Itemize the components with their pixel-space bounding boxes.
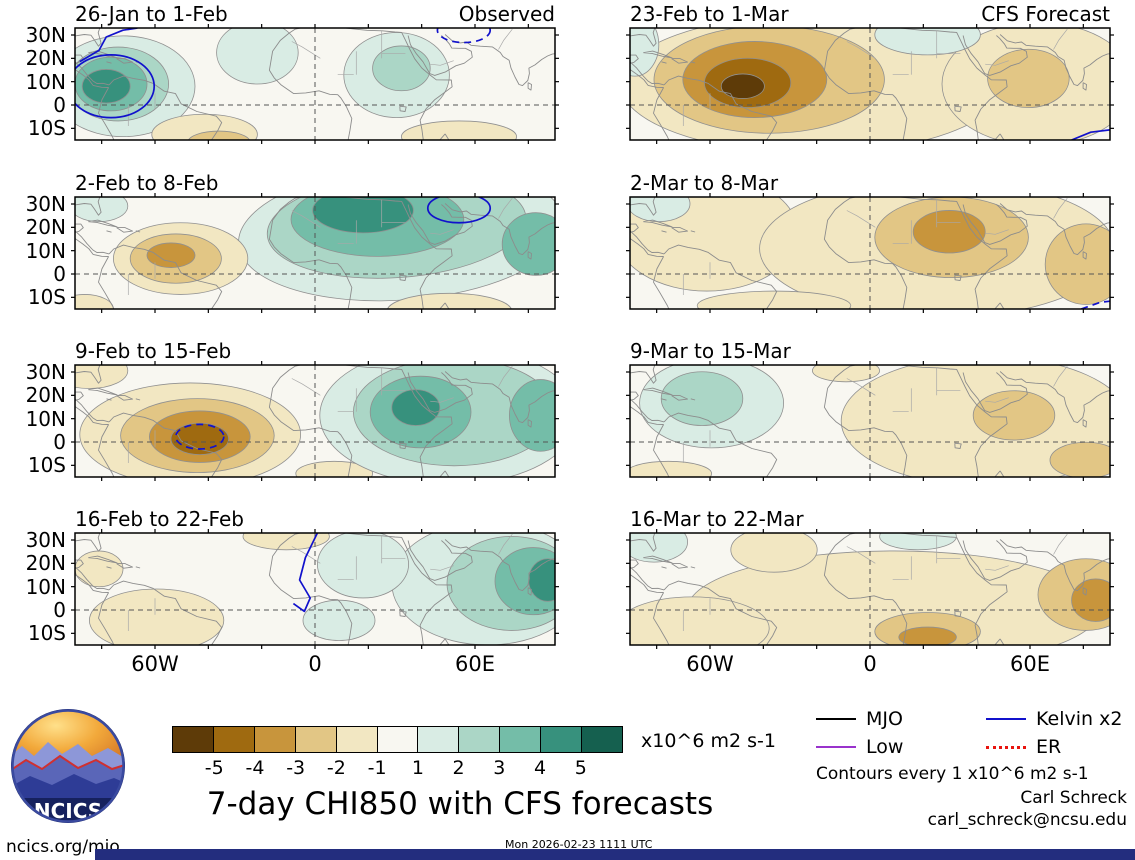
low-line-icon: [816, 746, 856, 748]
lon-tick-label: 0: [863, 652, 877, 676]
panel-title: 9-Feb to 15-Feb: [75, 339, 232, 363]
column-header: Observed: [458, 2, 555, 26]
figure-title: 7-day CHI850 with CFS forecasts: [206, 786, 714, 822]
logo-text: NCICS: [34, 799, 102, 823]
colorbar-cell: [417, 727, 459, 752]
panel-title: 2-Feb to 8-Feb: [75, 171, 219, 195]
column-header: CFS Forecast: [981, 2, 1110, 26]
lat-tick-label: 10N: [25, 238, 66, 263]
legend-item-kelvin: Kelvin x2: [986, 708, 1122, 730]
colorbar-unit-label: x10^6 m2 s-1: [641, 730, 776, 752]
lat-tick-label: 0: [53, 598, 66, 622]
colorbar-tick-label: -4: [245, 757, 265, 779]
lon-tick-label: 0: [308, 652, 322, 676]
map-panel: [71, 193, 559, 313]
colorbar-tick-label: -1: [367, 757, 387, 779]
kelvin-line-icon: [986, 718, 1026, 720]
colorbar-tick-label: -5: [204, 757, 224, 779]
colorbar-tick-label: 4: [533, 757, 547, 779]
colorbar-cell: [581, 727, 622, 752]
ncics-logo-icon: NCICS: [11, 709, 125, 823]
map-panel: [626, 529, 1114, 649]
colorbar-cell: [294, 727, 336, 752]
ncics-logo: NCICS: [8, 706, 128, 826]
legend-label-er: ER: [1036, 736, 1062, 758]
lat-tick-label: 20N: [25, 46, 66, 71]
colorbar-cell: [540, 727, 582, 752]
footer-bar: [95, 849, 1135, 860]
map-panel: [626, 193, 1114, 313]
colorbar: [172, 726, 623, 753]
colorbar-cell: [253, 727, 295, 752]
lat-tick-label: 0: [53, 430, 66, 454]
legend-item-low: Low: [816, 736, 903, 758]
colorbar-cell: [212, 727, 254, 752]
lat-tick-label: 10S: [27, 116, 66, 141]
panel-title: 16-Feb to 22-Feb: [75, 507, 244, 531]
lat-tick-label: 30N: [25, 360, 66, 384]
lat-tick-label: 30N: [25, 192, 66, 216]
lat-tick-label: 10S: [27, 621, 66, 646]
lon-tick-label: 60E: [455, 652, 495, 676]
lon-tick-label: 60W: [686, 652, 734, 676]
colorbar-cell: [335, 727, 377, 752]
map-panel: [71, 529, 559, 649]
colorbar-cell: [458, 727, 500, 752]
map-panel: [71, 361, 559, 481]
lat-tick-label: 10S: [27, 285, 66, 310]
lat-tick-label: 10N: [25, 574, 66, 599]
colorbar-tick-label: 1: [411, 757, 424, 779]
lat-tick-label: 10N: [25, 69, 66, 94]
contour-note: Contours every 1 x10^6 m2 s-1: [816, 764, 1089, 784]
colorbar-tick-label: -2: [326, 757, 346, 779]
mjo-line-icon: [816, 718, 856, 720]
panel-title: 16-Mar to 22-Mar: [630, 507, 804, 531]
footer-link: ncics.org/mjo: [6, 837, 120, 857]
map-panel: [71, 24, 559, 144]
lat-tick-label: 0: [53, 93, 66, 117]
map-panel: [626, 24, 1114, 144]
panel-title: 26-Jan to 1-Feb: [75, 2, 228, 26]
lat-tick-label: 30N: [25, 23, 66, 47]
timestamp: Mon 2026-02-23 1111 UTC: [505, 838, 653, 851]
lat-tick-label: 20N: [25, 215, 66, 240]
credit-email: carl_schreck@ncsu.edu: [927, 810, 1127, 830]
panel-title: 9-Mar to 15-Mar: [630, 339, 791, 363]
colorbar-tick-label: 2: [452, 757, 465, 779]
map-panel: [626, 361, 1114, 481]
legend-label-mjo: MJO: [866, 708, 903, 730]
colorbar-tick-label: 3: [493, 757, 506, 779]
colorbar-cell: [173, 727, 213, 752]
lon-tick-label: 60W: [131, 652, 179, 676]
legend-label-kelvin: Kelvin x2: [1036, 708, 1123, 730]
lat-tick-label: 30N: [25, 528, 66, 552]
lat-tick-label: 10S: [27, 453, 66, 478]
colorbar-cell: [376, 727, 418, 752]
legend-item-mjo: MJO: [816, 708, 903, 730]
lat-tick-label: 10N: [25, 406, 66, 431]
colorbar-cell: [499, 727, 541, 752]
legend-label-low: Low: [866, 736, 904, 758]
legend-item-er: ER: [986, 736, 1061, 758]
lat-tick-label: 0: [53, 262, 66, 286]
credit-name: Carl Schreck: [1020, 788, 1127, 808]
colorbar-tick-label: -3: [286, 757, 306, 779]
lat-tick-label: 20N: [25, 551, 66, 576]
lat-tick-label: 20N: [25, 383, 66, 408]
panel-title: 23-Feb to 1-Mar: [630, 2, 789, 26]
lon-tick-label: 60E: [1010, 652, 1050, 676]
panel-title: 2-Mar to 8-Mar: [630, 171, 779, 195]
er-line-icon: [986, 745, 1026, 749]
colorbar-tick-label: 5: [574, 757, 587, 779]
